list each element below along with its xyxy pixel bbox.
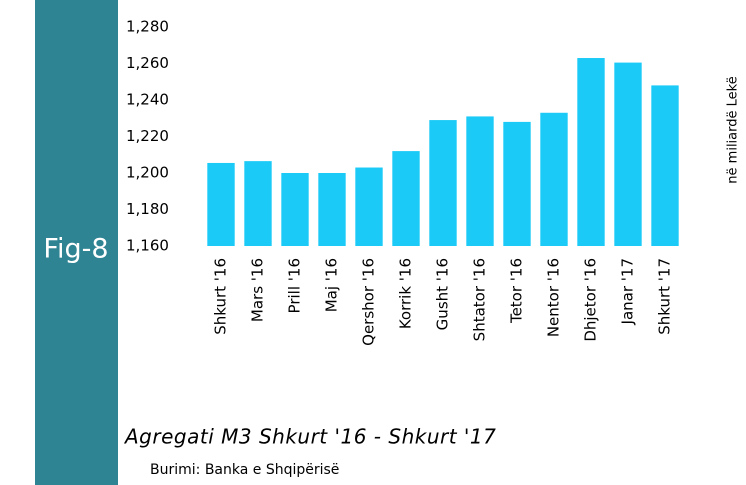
side-band: [35, 0, 118, 485]
y-tick-label: 1,200: [126, 164, 169, 182]
y-axis-label: në miliardë Lekë: [726, 76, 741, 183]
bar: [540, 112, 568, 247]
y-tick-label: 1,180: [126, 200, 169, 218]
bar: [392, 151, 420, 246]
x-tick-label: Janar '17: [619, 258, 637, 325]
y-tick-label: 1,240: [126, 91, 169, 109]
x-tick-label: Mars '16: [249, 258, 267, 322]
bar: [466, 116, 494, 246]
bar: [429, 120, 457, 246]
bar: [207, 162, 235, 246]
x-tick-label: Gusht '16: [434, 258, 452, 330]
bar: [577, 58, 605, 247]
x-tick-label: Qershor '16: [360, 258, 378, 346]
bar: [244, 161, 272, 246]
bar: [651, 85, 679, 247]
bar: [503, 121, 531, 246]
x-tick-label: Nentor '16: [545, 258, 563, 337]
x-tick-label: Shkurt '17: [656, 258, 674, 335]
bar: [281, 173, 309, 246]
x-tick-label: Prill '16: [286, 258, 304, 313]
y-tick-label: 1,260: [126, 54, 169, 72]
y-tick-label: 1,220: [126, 127, 169, 145]
x-tick-label: Korrik '16: [397, 258, 415, 329]
bar: [614, 62, 642, 247]
x-tick-label: Dhjetor '16: [582, 258, 600, 342]
bar: [355, 167, 383, 246]
source: Burimi: Banka e Shqipërisë: [150, 462, 339, 478]
y-tick-label: 1,160: [126, 237, 169, 255]
x-tick-label: Maj '16: [323, 258, 341, 312]
chart-title: Agregati M3 Shkurt '16 - Shkurt '17: [123, 425, 496, 449]
bar: [318, 173, 346, 246]
figure-label: Fig-8: [43, 234, 108, 265]
x-tick-label: Shtator '16: [471, 258, 489, 341]
x-tick-label: Tetor '16: [508, 258, 526, 324]
y-tick-label: 1,280: [126, 18, 169, 36]
x-tick-label: Shkurt '16: [212, 258, 230, 335]
